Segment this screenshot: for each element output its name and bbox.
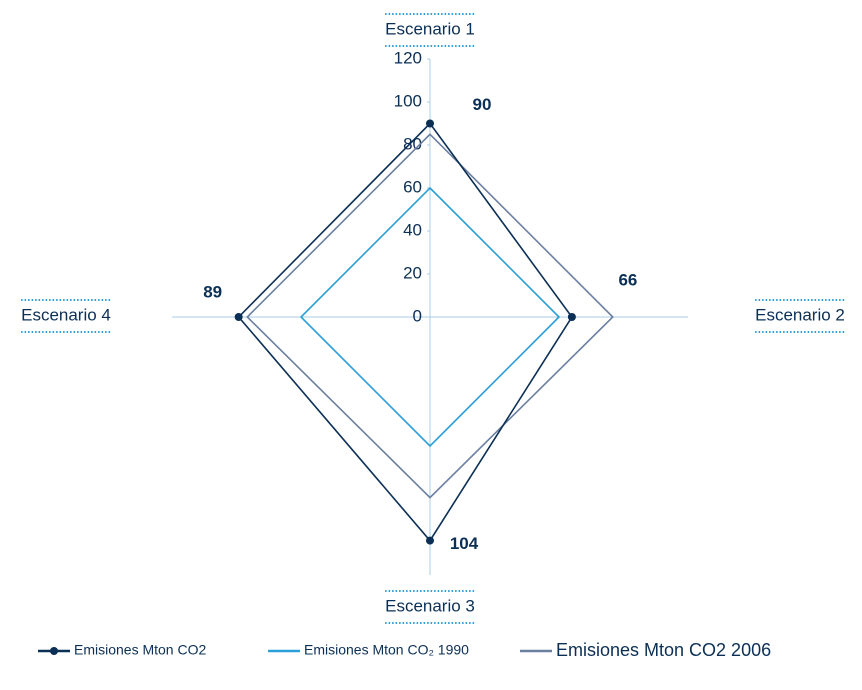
r-tick-label: 120 [394,48,422,67]
data-label: 66 [618,270,637,289]
r-tick-label: 60 [403,177,422,196]
r-tick-label: 20 [403,263,422,282]
category-label: Escenario 1 [385,19,475,38]
series-line [299,186,561,448]
data-label: 90 [473,95,492,114]
legend-marker [50,647,58,655]
marker [234,313,243,321]
category-label: Escenario 4 [21,305,111,324]
legend-label: Emisiones Mton CO2 [74,642,206,658]
legend-label: Emisiones Mton CO₂ 1990 [304,642,469,658]
category-label: Escenario 3 [385,596,475,615]
category-label: Escenario 2 [755,305,845,324]
series-line [246,133,614,499]
marker [426,536,434,545]
r-tick-label: 40 [403,220,422,239]
marker [567,313,576,321]
r-tick-label: 100 [394,91,422,110]
legend-label: Emisiones Mton CO2 2006 [556,640,771,660]
marker [426,119,434,128]
data-label: 89 [203,282,222,301]
r-tick-label: 0 [413,306,422,325]
data-label: 104 [450,534,479,553]
r-tick-label: 80 [403,134,422,153]
